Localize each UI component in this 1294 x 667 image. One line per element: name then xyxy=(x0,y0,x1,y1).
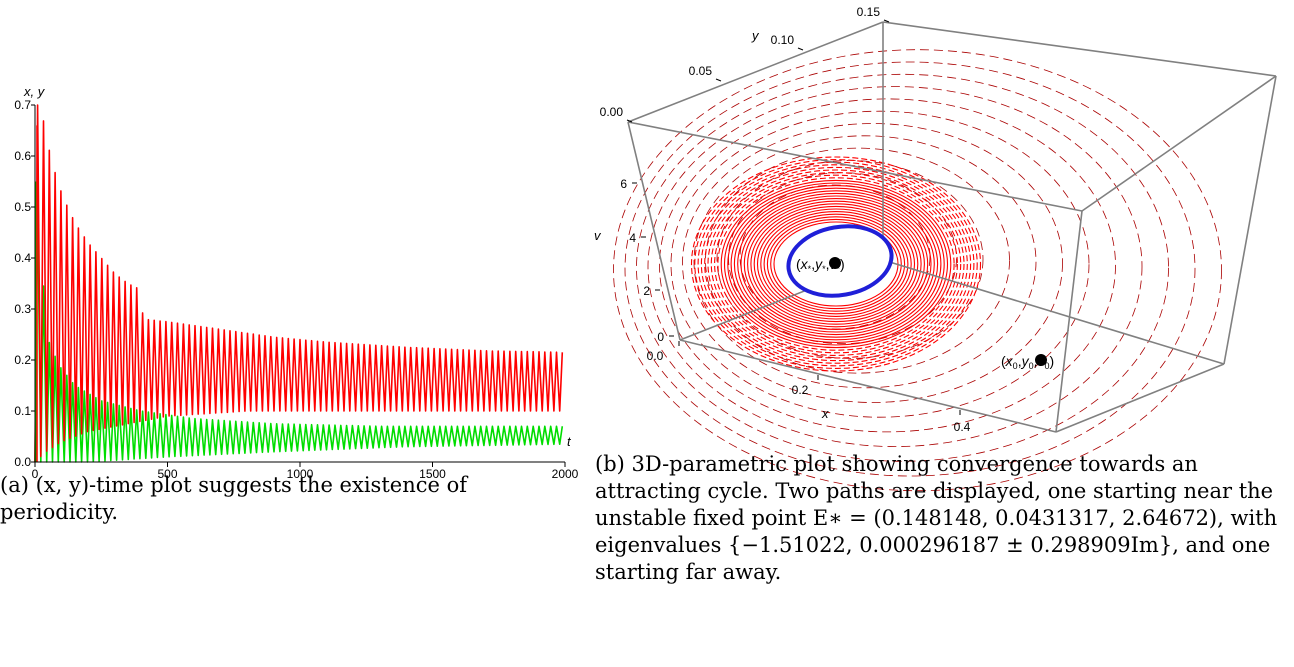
spiral-ring xyxy=(740,195,932,333)
spiral-ring xyxy=(727,185,945,343)
y-tick-label: 0.0 xyxy=(14,455,31,469)
spiral-ring xyxy=(723,182,949,346)
box-edge xyxy=(627,21,884,123)
box-edge xyxy=(1223,75,1277,365)
fixed-point-marker xyxy=(829,257,841,269)
y-axis-label: x, y xyxy=(23,84,46,99)
spiral-ring xyxy=(714,174,958,354)
spiral-ring xyxy=(747,200,925,328)
y-tick-mark-3d xyxy=(797,47,804,51)
spiral-ring xyxy=(707,169,965,359)
x-tick-label: 1500 xyxy=(419,467,446,481)
spiral-ring xyxy=(694,159,978,369)
v-axis-label-3d: v xyxy=(594,228,602,243)
series-line-red xyxy=(34,104,564,463)
x-tick-label: 1000 xyxy=(287,467,314,481)
box-edge xyxy=(627,121,1083,212)
y-tick-label: 0.2 xyxy=(14,353,31,367)
spiral-ring xyxy=(737,192,935,336)
y-tick-label: 0.5 xyxy=(14,200,31,214)
spiral-ring xyxy=(710,172,962,356)
spiral-ring xyxy=(733,190,939,338)
x-axis-label: t xyxy=(567,434,572,449)
y-tick-label: 0.1 xyxy=(14,404,31,418)
box-edge xyxy=(627,121,681,341)
far-path-ring xyxy=(705,147,1010,374)
y-tick-mark-3d xyxy=(715,78,722,82)
y-axis-label-3d: y xyxy=(751,28,760,43)
far-path-ring xyxy=(613,49,1222,492)
x-axis-label-3d: x xyxy=(821,406,829,421)
far-path-ring xyxy=(636,73,1169,462)
far-path-ring xyxy=(670,110,1090,418)
y-tick-label: 0.6 xyxy=(14,149,31,163)
time-plot: x, y t 0 500 1000 1500 2000 0.0 0.1 0.2 0.3 0.4 0.… xyxy=(14,84,578,481)
far-path-ring xyxy=(693,135,1037,389)
spiral-ring xyxy=(743,198,929,330)
spiral-ring xyxy=(763,213,909,315)
spiral-ring xyxy=(690,156,982,372)
spiral-ring xyxy=(760,211,912,317)
spiral-ring xyxy=(720,179,952,349)
start-point-marker xyxy=(1035,354,1047,366)
v-tick-label-3d: 2 xyxy=(643,284,650,298)
v-tick-label-3d: 6 xyxy=(620,177,627,191)
x-tick-label: 0 xyxy=(32,467,39,481)
spiral-ring xyxy=(700,164,972,364)
spiral-ring xyxy=(704,166,968,362)
far-path-ring xyxy=(659,98,1116,433)
x-tick-label: 2000 xyxy=(552,467,579,481)
y-tick-label-3d: 0.10 xyxy=(771,33,795,47)
caption-b: (b) 3D-parametric plot showing convergen… xyxy=(595,452,1278,584)
spiral-ring xyxy=(717,177,955,351)
y-tick-mark-3d xyxy=(883,19,890,23)
y-tick-label: 0.4 xyxy=(14,251,31,265)
y-tick-label-3d: 0.15 xyxy=(857,5,881,19)
y-tick-label-3d: 0.05 xyxy=(689,64,713,78)
caption-a: (a) (x, y)-time plot suggests the existe… xyxy=(0,473,467,524)
v-tick-label-3d: 4 xyxy=(629,231,636,245)
v-tick-label-3d: 0 xyxy=(657,330,664,344)
spiral-ring xyxy=(750,203,922,325)
spiral-ring xyxy=(756,208,916,320)
start-point-label: (x0,y0,v0) xyxy=(1001,353,1054,371)
far-path-ring xyxy=(682,123,1063,403)
box-edge xyxy=(1055,210,1083,433)
y-tick-label: 0.3 xyxy=(14,302,31,316)
box-edge xyxy=(882,21,1277,77)
far-path-ring xyxy=(624,61,1196,477)
y-tick-mark-3d xyxy=(626,119,633,123)
box-edge xyxy=(679,339,1057,433)
box-edge xyxy=(1081,75,1277,212)
spiral-ring xyxy=(730,187,942,341)
x-tick-label: 500 xyxy=(157,467,177,481)
spiral-ring xyxy=(770,218,902,310)
y-tick-label-3d: 0.00 xyxy=(600,105,624,119)
x-tick-label-3d: 0.4 xyxy=(954,420,971,434)
x-tick-label-3d: 0.0 xyxy=(647,349,664,363)
series-line-green xyxy=(34,199,564,463)
y-tick-label: 0.7 xyxy=(14,98,31,112)
far-path-ring xyxy=(647,86,1143,448)
x-tick-label-3d: 0.2 xyxy=(792,383,809,397)
box-edge xyxy=(882,259,1225,365)
box-edge xyxy=(1055,363,1225,433)
spiral-ring xyxy=(753,205,919,323)
spiral-ring xyxy=(766,216,906,312)
